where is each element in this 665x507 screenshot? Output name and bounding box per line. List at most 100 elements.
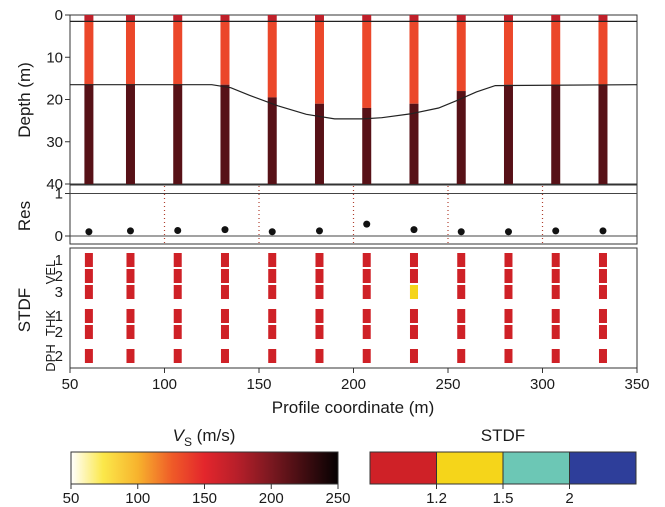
stdf-cell bbox=[551, 349, 560, 363]
vs-layer2-bar bbox=[598, 21, 608, 85]
stdf-cbar-tick-label: 2 bbox=[565, 490, 573, 507]
vs-layer3-bar bbox=[456, 91, 466, 184]
stdf-colorbar-label: STDF bbox=[481, 426, 525, 445]
stdf-row-label: 1 bbox=[55, 252, 63, 269]
stdf-cell bbox=[457, 309, 466, 323]
stdf-cell bbox=[362, 309, 371, 323]
vs-layer3-bar bbox=[409, 103, 419, 184]
stdf-cell bbox=[268, 253, 277, 267]
stdf-cell bbox=[551, 285, 560, 299]
stdf-cell bbox=[315, 309, 324, 323]
stdf-row-label: 2 bbox=[55, 348, 63, 365]
stdf-cell bbox=[220, 285, 229, 299]
residual-point bbox=[221, 226, 229, 234]
true-interface-curve bbox=[70, 84, 638, 120]
stdf-cbar-segment bbox=[369, 451, 437, 485]
stdf-cell bbox=[220, 325, 229, 339]
stdf-cell bbox=[126, 309, 135, 323]
res-tick-label: 1 bbox=[55, 186, 63, 203]
stdf-cell bbox=[268, 349, 277, 363]
stdf-cell bbox=[84, 285, 93, 299]
stdf-cell bbox=[551, 309, 560, 323]
vs-layer2-bar bbox=[314, 21, 324, 104]
vs-layer3-bar bbox=[125, 84, 135, 184]
stdf-cell bbox=[409, 269, 418, 283]
stdf-cell bbox=[551, 325, 560, 339]
residual-point bbox=[174, 226, 182, 234]
depth-tick-label: 30 bbox=[46, 134, 63, 151]
vs-layer3-bar bbox=[551, 84, 561, 184]
stdf-group-vel: VEL bbox=[43, 260, 58, 285]
vs-layer2-bar bbox=[503, 21, 513, 85]
vs-layer2-bar bbox=[173, 21, 183, 85]
stdf-cell bbox=[362, 253, 371, 267]
stdf-cell bbox=[220, 309, 229, 323]
x-tick-label: 150 bbox=[246, 376, 271, 393]
stdf-cell bbox=[126, 285, 135, 299]
stdf-cell bbox=[504, 309, 513, 323]
vs-cbar-tick-label: 200 bbox=[259, 490, 284, 507]
vs-layer1-bar bbox=[173, 15, 183, 22]
stdf-cell bbox=[409, 349, 418, 363]
stdf-cbar-segment bbox=[569, 451, 637, 485]
stdf-cell bbox=[362, 349, 371, 363]
stdf-cell bbox=[504, 325, 513, 339]
vs-layer2-bar bbox=[456, 21, 466, 92]
stdf-cell-highlight bbox=[409, 285, 418, 299]
stdf-cell bbox=[84, 269, 93, 283]
vs-layer3-bar bbox=[267, 97, 277, 184]
x-axis-label: Profile coordinate (m) bbox=[272, 398, 435, 417]
vs-cbar-tick-label: 100 bbox=[125, 490, 150, 507]
vs-cbar-tick-label: 50 bbox=[63, 490, 80, 507]
stdf-cell bbox=[598, 269, 607, 283]
stdf-cell bbox=[126, 253, 135, 267]
vs-layer1-bar bbox=[598, 15, 608, 22]
stdf-cell bbox=[268, 325, 277, 339]
stdf-cell bbox=[173, 349, 182, 363]
vs-layer3-bar bbox=[220, 84, 230, 184]
stdf-cell bbox=[409, 309, 418, 323]
vs-layer1-bar bbox=[503, 15, 513, 22]
stdf-cell bbox=[598, 309, 607, 323]
stdf-cell bbox=[504, 253, 513, 267]
stdf-cell bbox=[173, 325, 182, 339]
stdf-cell bbox=[504, 349, 513, 363]
residual-point bbox=[85, 228, 93, 236]
depth-tick-label: 20 bbox=[46, 92, 63, 109]
vs-label-sub: S bbox=[184, 435, 192, 449]
stdf-cell bbox=[220, 349, 229, 363]
stdf-cell bbox=[315, 285, 324, 299]
stdf-cell bbox=[598, 285, 607, 299]
stdf-cell bbox=[84, 309, 93, 323]
stdf-cell bbox=[173, 285, 182, 299]
stdf-row-label: 3 bbox=[55, 284, 63, 301]
stdf-cell bbox=[315, 325, 324, 339]
depth-tick-label: 40 bbox=[46, 176, 63, 193]
stdf-cell bbox=[457, 253, 466, 267]
vs-layer2-bar bbox=[551, 21, 561, 85]
x-tick-label: 50 bbox=[62, 376, 79, 393]
stdf-row-label: 2 bbox=[55, 268, 63, 285]
res-axis-label: Res bbox=[15, 201, 34, 231]
stdf-cell bbox=[504, 285, 513, 299]
stdf-cell bbox=[598, 253, 607, 267]
stdf-cell bbox=[126, 325, 135, 339]
vs-label-main: V bbox=[173, 426, 186, 445]
depth-axis-label: Depth (m) bbox=[15, 62, 34, 138]
vs-layer1-bar bbox=[409, 15, 419, 22]
stdf-cell bbox=[409, 253, 418, 267]
residual-point bbox=[268, 228, 276, 236]
residual-point bbox=[599, 227, 607, 235]
vs-layer1-bar bbox=[84, 15, 94, 22]
vs-colorbar bbox=[70, 451, 339, 485]
vs-cbar-tick-label: 250 bbox=[325, 490, 350, 507]
res-panel-frame bbox=[69, 184, 638, 245]
stdf-cell bbox=[551, 253, 560, 267]
stdf-cell bbox=[268, 309, 277, 323]
stdf-cell bbox=[220, 269, 229, 283]
vs-layer3-bar bbox=[362, 107, 372, 184]
vs-layer2-bar bbox=[409, 21, 419, 104]
vs-layer2-bar bbox=[362, 21, 372, 108]
vs-layer3-bar bbox=[503, 84, 513, 184]
stdf-cell bbox=[315, 349, 324, 363]
